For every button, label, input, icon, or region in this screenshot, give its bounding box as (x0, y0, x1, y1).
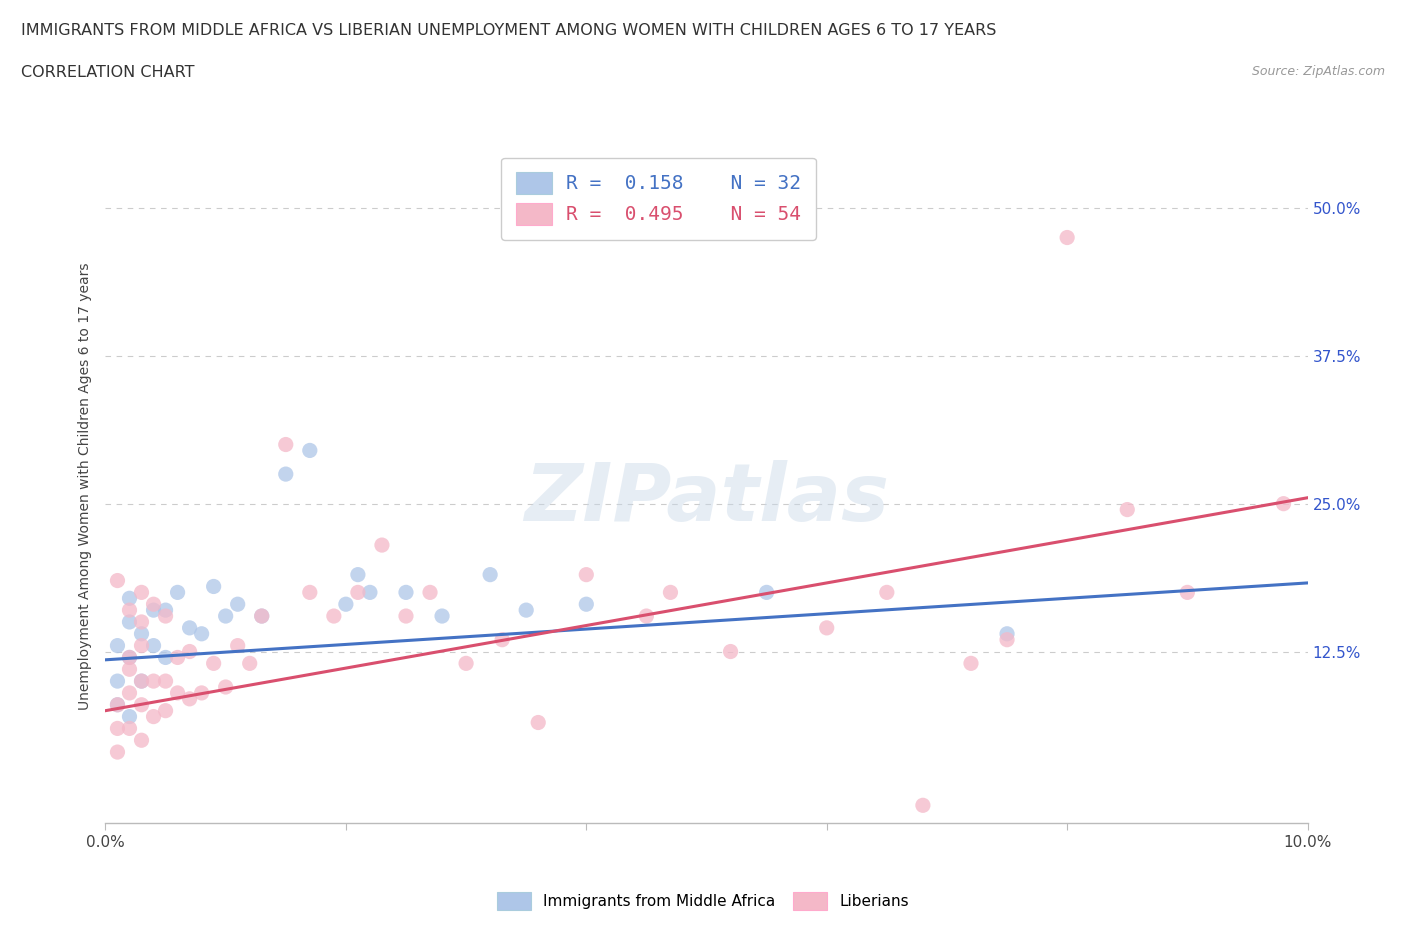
Point (347, 567, 370, 582)
Point (142, 673, 165, 688)
Point (575, 567, 598, 582)
Point (142, 638, 165, 653)
Point (214, 680, 236, 695)
Point (419, 585, 441, 600)
Point (107, 573, 129, 588)
Point (250, 608, 273, 623)
Point (395, 608, 418, 623)
Point (118, 685, 141, 700)
Point (214, 608, 236, 623)
Point (118, 721, 141, 736)
Point (131, 585, 153, 600)
Point (131, 673, 153, 688)
Point (107, 721, 129, 736)
Text: IMMIGRANTS FROM MIDDLE AFRICA VS LIBERIAN UNEMPLOYMENT AMONG WOMEN WITH CHILDREN: IMMIGRANTS FROM MIDDLE AFRICA VS LIBERIA… (21, 23, 997, 38)
Point (118, 650, 141, 665)
Point (131, 638, 153, 653)
Point (454, 656, 477, 671)
Point (575, 597, 598, 612)
Point (179, 691, 201, 706)
Legend: Immigrants from Middle Africa, Liberians: Immigrants from Middle Africa, Liberians (489, 884, 917, 918)
Point (491, 632, 513, 647)
Point (659, 585, 682, 600)
Point (995, 626, 1018, 641)
Point (155, 603, 177, 618)
Point (166, 585, 188, 600)
Point (359, 585, 381, 600)
Point (190, 685, 212, 700)
Point (142, 710, 165, 724)
Point (720, 644, 742, 659)
Point (371, 538, 394, 552)
Point (250, 608, 273, 623)
Point (107, 698, 129, 712)
Point (155, 650, 177, 665)
Point (155, 608, 177, 623)
Point (322, 608, 344, 623)
Point (118, 615, 141, 630)
Point (131, 733, 153, 748)
Point (1175, 585, 1198, 600)
Point (118, 662, 141, 677)
Point (155, 673, 177, 688)
Point (298, 443, 321, 458)
Point (202, 656, 225, 671)
Point (131, 615, 153, 630)
Point (430, 608, 453, 623)
Point (755, 585, 778, 600)
Point (960, 656, 983, 671)
Point (226, 597, 249, 612)
Point (527, 715, 550, 730)
Point (239, 656, 262, 671)
Point (815, 620, 838, 635)
Point (876, 585, 898, 600)
Point (131, 626, 153, 641)
Point (395, 585, 418, 600)
Point (107, 673, 129, 688)
Point (118, 650, 141, 665)
Point (118, 591, 141, 605)
Point (1056, 230, 1078, 245)
Point (274, 437, 297, 452)
Point (107, 745, 129, 760)
Legend: R =  0.158    N = 32, R =  0.495    N = 54: R = 0.158 N = 32, R = 0.495 N = 54 (501, 158, 815, 240)
Point (118, 710, 141, 724)
Point (911, 798, 934, 813)
Point (155, 703, 177, 718)
Point (274, 467, 297, 482)
Point (995, 632, 1018, 647)
Y-axis label: Unemployment Among Women with Children Ages 6 to 17 years: Unemployment Among Women with Children A… (77, 262, 91, 710)
Point (1272, 497, 1295, 512)
Point (107, 638, 129, 653)
Text: Source: ZipAtlas.com: Source: ZipAtlas.com (1251, 65, 1385, 78)
Point (347, 585, 370, 600)
Point (118, 603, 141, 618)
Text: ZIPatlas: ZIPatlas (524, 460, 889, 538)
Point (166, 650, 188, 665)
Point (107, 698, 129, 712)
Point (636, 608, 658, 623)
Point (335, 597, 357, 612)
Point (1116, 502, 1139, 517)
Point (179, 620, 201, 635)
Point (142, 603, 165, 618)
Point (515, 603, 537, 618)
Point (179, 644, 201, 659)
Point (202, 579, 225, 594)
Point (226, 638, 249, 653)
Point (142, 597, 165, 612)
Point (479, 567, 502, 582)
Point (298, 585, 321, 600)
Text: CORRELATION CHART: CORRELATION CHART (21, 65, 194, 80)
Point (166, 685, 188, 700)
Point (131, 673, 153, 688)
Point (190, 626, 212, 641)
Point (131, 698, 153, 712)
